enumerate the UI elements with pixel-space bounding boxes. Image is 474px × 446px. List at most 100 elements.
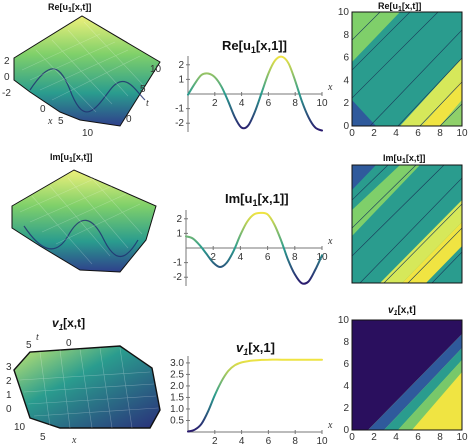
density-v-y-tick-0: 0 bbox=[343, 425, 349, 436]
surface-v-mesh bbox=[19, 347, 159, 429]
t-label-3d-re: t bbox=[146, 98, 149, 109]
surface-re-u1: 2 0 -2 0 5 10 x 0 5 10 t bbox=[2, 15, 162, 139]
density-re-band-c bbox=[400, 58, 462, 126]
line-im-x-tick-label-4: 10 bbox=[316, 252, 328, 263]
density-re-y-tick-0: 0 bbox=[343, 121, 349, 132]
line-im-series-0 bbox=[185, 211, 323, 285]
line-v-x-tick-label-0: 2 bbox=[212, 436, 218, 446]
line-v-y-tick-label-4: 2.5 bbox=[170, 369, 184, 380]
density-v-y-tick-2: 4 bbox=[343, 381, 349, 392]
t-label-3d-v: t bbox=[36, 332, 39, 343]
density-re-band-b bbox=[352, 100, 376, 126]
density-im-contours bbox=[352, 165, 462, 283]
line-re-x-tick-label-3: 8 bbox=[292, 98, 298, 109]
density-v-x-tick-1: 2 bbox=[371, 432, 377, 443]
density-re-y-tick-5: 10 bbox=[338, 7, 350, 18]
surface-im-body bbox=[11, 169, 157, 273]
line-plot-im-u1: 2 4 6 8 10 -2 -1 1 2 x bbox=[173, 210, 333, 286]
line-im-x-tick-label-2: 6 bbox=[265, 252, 271, 263]
density-im-band-c bbox=[380, 200, 462, 283]
x-label-3d-v: x bbox=[71, 435, 77, 446]
title-re-u1-xt-density: Re[u1[x,t]] bbox=[378, 1, 421, 13]
x-tick-3d-v-1: 5 bbox=[40, 432, 46, 443]
line-v-x-tick-label-3: 8 bbox=[292, 436, 298, 446]
line-v-x-tick-label-4: 10 bbox=[316, 436, 328, 446]
density-v-y-tick-1: 2 bbox=[343, 403, 349, 414]
density-v-band-c bbox=[384, 348, 462, 430]
title-im-u1-xt-density: Im[u1[x,t]] bbox=[383, 153, 425, 165]
line-plot-re-u1: 2 4 6 8 10 -2 -1 1 2 x bbox=[175, 55, 333, 132]
line-re-y-tick-label-3: 2 bbox=[178, 60, 184, 71]
density-im-band-b bbox=[352, 165, 420, 236]
density-re-x-tick-3: 6 bbox=[415, 128, 421, 139]
density-re-y-tick-2: 4 bbox=[343, 75, 349, 86]
title-re-u1-x1: Re[u1[x,1]] bbox=[222, 38, 287, 55]
density-v-x-tick-5: 10 bbox=[456, 432, 468, 443]
line-re-y-tick-label-2: 1 bbox=[178, 74, 184, 85]
z-tick-3d-re-0: 2 bbox=[4, 56, 10, 67]
density-v-x-tick-2: 4 bbox=[393, 432, 399, 443]
surface-im-u1 bbox=[11, 169, 157, 273]
surface-re-body bbox=[13, 15, 161, 127]
density-v-band-b bbox=[368, 334, 462, 430]
density-re-contours bbox=[352, 12, 462, 126]
x-tick-3d-re-2: 10 bbox=[82, 128, 94, 139]
line-im-x-label: x bbox=[327, 236, 333, 247]
density-re-u1 bbox=[351, 11, 463, 127]
density-re-band-e bbox=[440, 100, 462, 126]
line-re-x-label: x bbox=[327, 82, 333, 93]
surface-im-ridge bbox=[23, 219, 139, 258]
density-v-y-tick-5: 10 bbox=[338, 315, 350, 326]
z-tick-3d-v-1: 1 bbox=[6, 390, 12, 401]
t-tick-3d-re-2: 10 bbox=[150, 64, 162, 75]
line-im-y-tick-label-1: -1 bbox=[173, 258, 182, 269]
line-re-x-tick-label-1: 4 bbox=[239, 98, 245, 109]
title-v1-x1: v1[x,1] bbox=[236, 340, 275, 357]
line-re-x-tick-label-4: 10 bbox=[316, 98, 328, 109]
density-re-band-a bbox=[352, 12, 400, 62]
density-im-u1 bbox=[351, 164, 463, 284]
t-tick-3d-re-0: 0 bbox=[126, 114, 132, 125]
title-im-u1-xt-3d: Im[u1[x,t]] bbox=[50, 152, 92, 164]
line-im-y-tick-label-2: 1 bbox=[176, 228, 182, 239]
density-v-x-tick-4: 8 bbox=[437, 432, 443, 443]
title-re-u1-xt-3d: Re[u1[x,t]] bbox=[48, 2, 91, 14]
density-v-band-d bbox=[398, 360, 462, 430]
line-v-y-tick-label-5: 3.0 bbox=[170, 358, 184, 369]
titles: Re[u1[x,t]] Re[u1[x,1]] Re[u1[x,t]] Im[u… bbox=[48, 1, 425, 357]
z-tick-3d-v-2: 2 bbox=[6, 376, 12, 387]
z-tick-3d-v-3: 3 bbox=[6, 362, 12, 373]
density-re-y-tick-4: 8 bbox=[343, 30, 349, 41]
line-im-y-tick-label-0: -2 bbox=[173, 272, 182, 283]
t-tick-3d-v-1: 5 bbox=[26, 340, 32, 351]
title-v1-xt-density: v1[x,t] bbox=[388, 305, 416, 317]
line-im-x-tick-label-3: 8 bbox=[292, 252, 298, 263]
line-im-y-tick-label-3: 2 bbox=[176, 214, 182, 225]
line-im-x-tick-label-1: 4 bbox=[238, 252, 244, 263]
density-re-x-tick-2: 4 bbox=[393, 128, 399, 139]
z-tick-3d-re-1: 0 bbox=[4, 72, 10, 83]
line-plot-v1: 2 4 6 8 10 0.51.01.52.02.53.0 x bbox=[170, 356, 333, 446]
t-tick-3d-re-1: 5 bbox=[140, 84, 146, 95]
line-v-x-label: x bbox=[327, 420, 333, 431]
line-re-x-tick-label-2: 6 bbox=[266, 98, 272, 109]
density-im-band-d bbox=[402, 222, 462, 283]
density-re-y-tick-3: 6 bbox=[343, 53, 349, 64]
density-v-y-tick-4: 8 bbox=[343, 337, 349, 348]
density-ticks: 0 2 4 6 8 10 0 2 4 6 8 10 0 2 4 6 8 10 0 2 4 6 8 10 bbox=[338, 7, 468, 443]
title-v1-xt-3d: v1[x,t] bbox=[52, 316, 85, 332]
line-re-x-tick-label-0: 2 bbox=[212, 98, 218, 109]
x-tick-3d-re-1: 5 bbox=[58, 116, 64, 127]
x-tick-3d-v-0: 10 bbox=[14, 422, 26, 433]
density-v-frame bbox=[351, 319, 463, 431]
line-v-series-0 bbox=[187, 358, 323, 433]
x-tick-3d-re-0: 0 bbox=[40, 104, 46, 115]
line-v-x-tick-label-1: 4 bbox=[239, 436, 245, 446]
density-im-frame bbox=[351, 164, 463, 284]
density-re-x-tick-5: 10 bbox=[456, 128, 468, 139]
line-v-y-tick-label-1: 1.0 bbox=[170, 404, 184, 415]
density-v-x-tick-0: 0 bbox=[349, 432, 355, 443]
density-v-x-tick-3: 6 bbox=[415, 432, 421, 443]
density-re-x-tick-0: 0 bbox=[349, 128, 355, 139]
